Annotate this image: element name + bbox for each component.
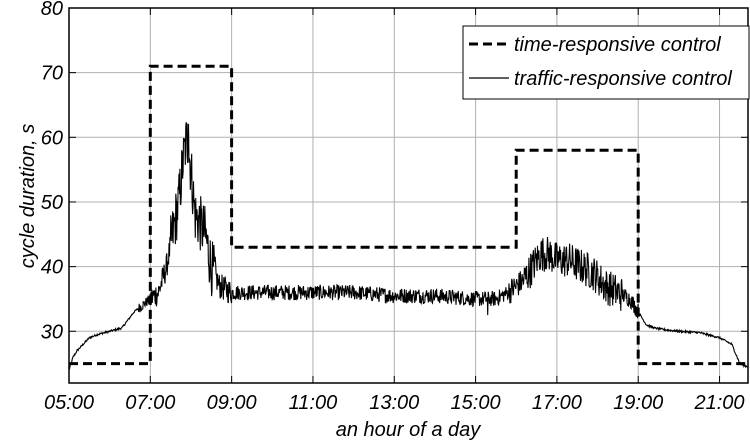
x-tick-label: 13:00 — [369, 392, 419, 414]
y-axis-label: cycle duration, s — [17, 124, 39, 269]
x-tick-label: 05:00 — [44, 392, 94, 414]
legend-label-time-responsive: time-responsive control — [514, 34, 721, 56]
y-tick-label: 50 — [41, 192, 63, 214]
y-tick-label: 70 — [41, 63, 63, 85]
x-tick-label: 07:00 — [125, 392, 175, 414]
y-tick-label: 60 — [41, 127, 63, 149]
series-line-traffic-responsive — [68, 121, 749, 371]
series-line-time-responsive — [69, 64, 748, 366]
tick-labels: 05:00 07:00 09:00 11:00 13:00 15:00 17:00 19:00… — [41, 0, 745, 414]
x-tick-label: 11:00 — [289, 392, 338, 414]
plot-frame — [68, 7, 749, 384]
x-tick-label: 09:00 — [207, 392, 257, 414]
series-layer — [68, 64, 749, 371]
legend-box — [462, 25, 750, 100]
x-tick-label: 15:00 — [451, 392, 501, 414]
y-tick-label: 40 — [41, 257, 63, 279]
x-tick-label: 17:00 — [532, 392, 582, 414]
x-tick-label: 21:00 — [694, 392, 745, 414]
x-tick-label: 19:00 — [613, 392, 663, 414]
y-tick-label: 80 — [41, 0, 63, 20]
x-axis-label: an hour of a day — [336, 419, 482, 441]
legend: time-responsive control traffic-responsi… — [462, 25, 750, 100]
ticks — [68, 7, 748, 383]
y-tick-label: 30 — [41, 321, 63, 343]
legend-label-traffic-responsive: traffic-responsive control — [514, 68, 732, 90]
